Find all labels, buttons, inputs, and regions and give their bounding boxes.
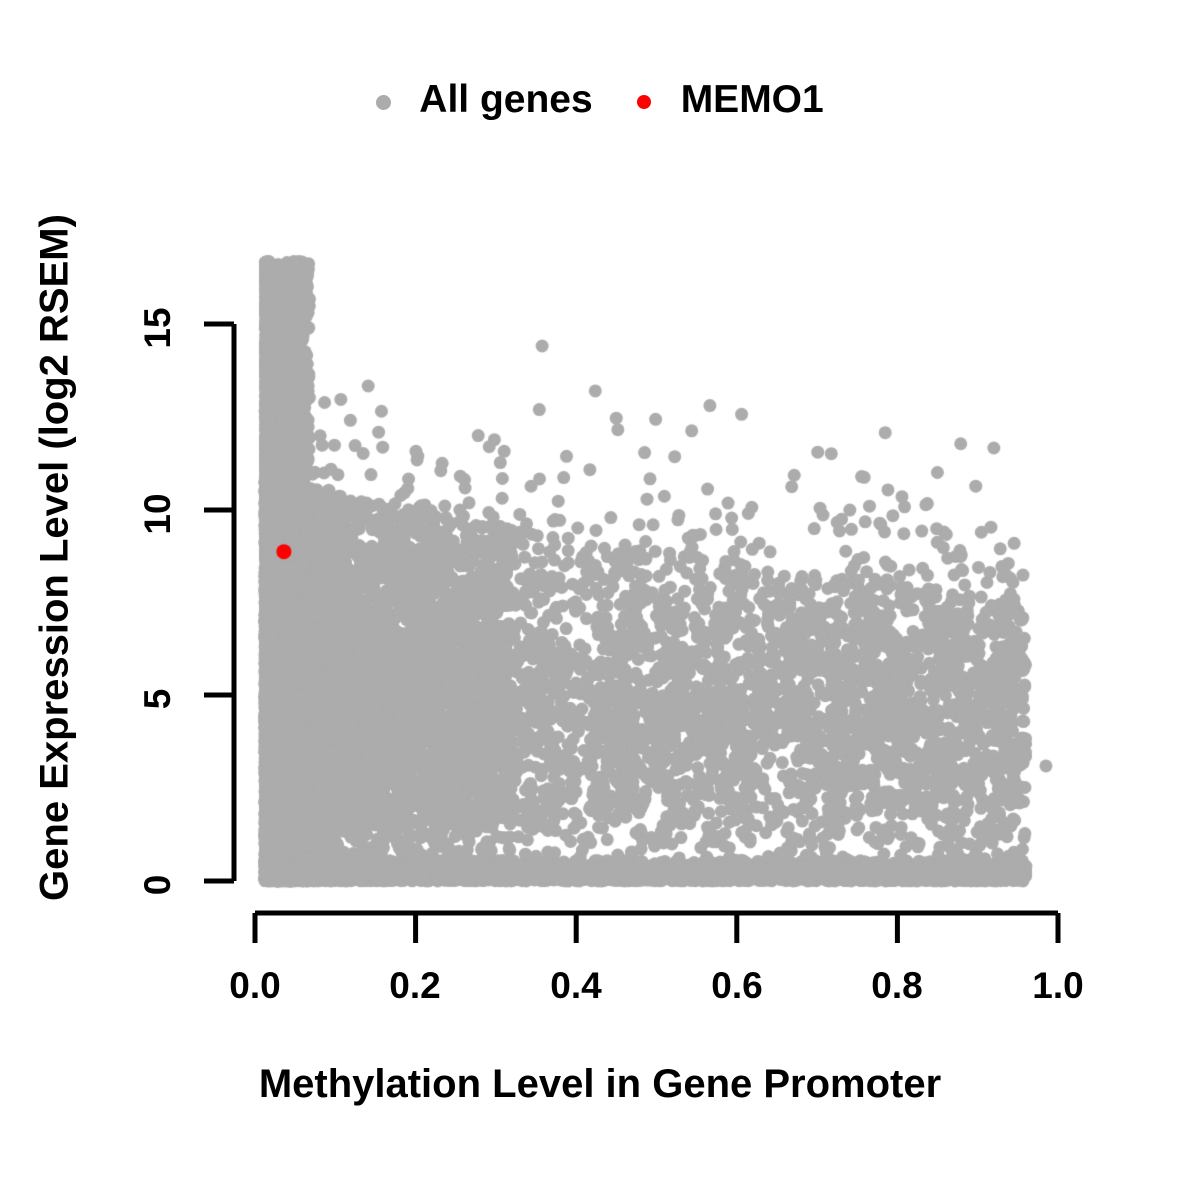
x-tick-label-0-8: 0.8 — [871, 965, 923, 1006]
y-tick-label-15: 15 — [137, 307, 178, 349]
x-tick-label-1-0: 1.0 — [1032, 965, 1084, 1006]
x-tick-label-0-2: 0.2 — [389, 965, 441, 1006]
x-tick-label-0-0: 0.0 — [229, 965, 281, 1006]
x-axis-title: Methylation Level in Gene Promoter — [258, 1062, 942, 1106]
x-tick-label-0-4: 0.4 — [550, 965, 602, 1006]
x-axis — [252, 910, 1061, 943]
y-axis — [204, 321, 237, 884]
x-tick-label-0-6: 0.6 — [711, 965, 763, 1006]
y-tick-label-0: 0 — [137, 874, 178, 896]
y-tick-label-5: 5 — [137, 688, 178, 710]
y-tick-label-10: 10 — [137, 493, 178, 535]
y-axis-title: Gene Expression Level (log2 RSEM) — [32, 214, 77, 901]
